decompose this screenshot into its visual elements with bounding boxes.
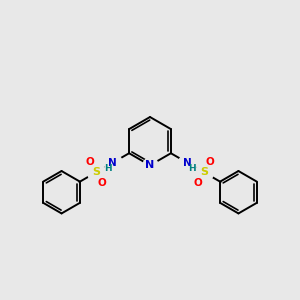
Text: H: H — [188, 164, 196, 173]
Text: O: O — [206, 157, 214, 167]
Text: O: O — [85, 157, 94, 167]
Text: N: N — [146, 160, 154, 170]
Text: S: S — [200, 167, 208, 177]
Text: O: O — [98, 178, 106, 188]
Text: S: S — [92, 167, 100, 177]
Text: H: H — [104, 164, 112, 173]
Text: N: N — [183, 158, 192, 168]
Text: N: N — [108, 158, 117, 168]
Text: O: O — [194, 178, 202, 188]
